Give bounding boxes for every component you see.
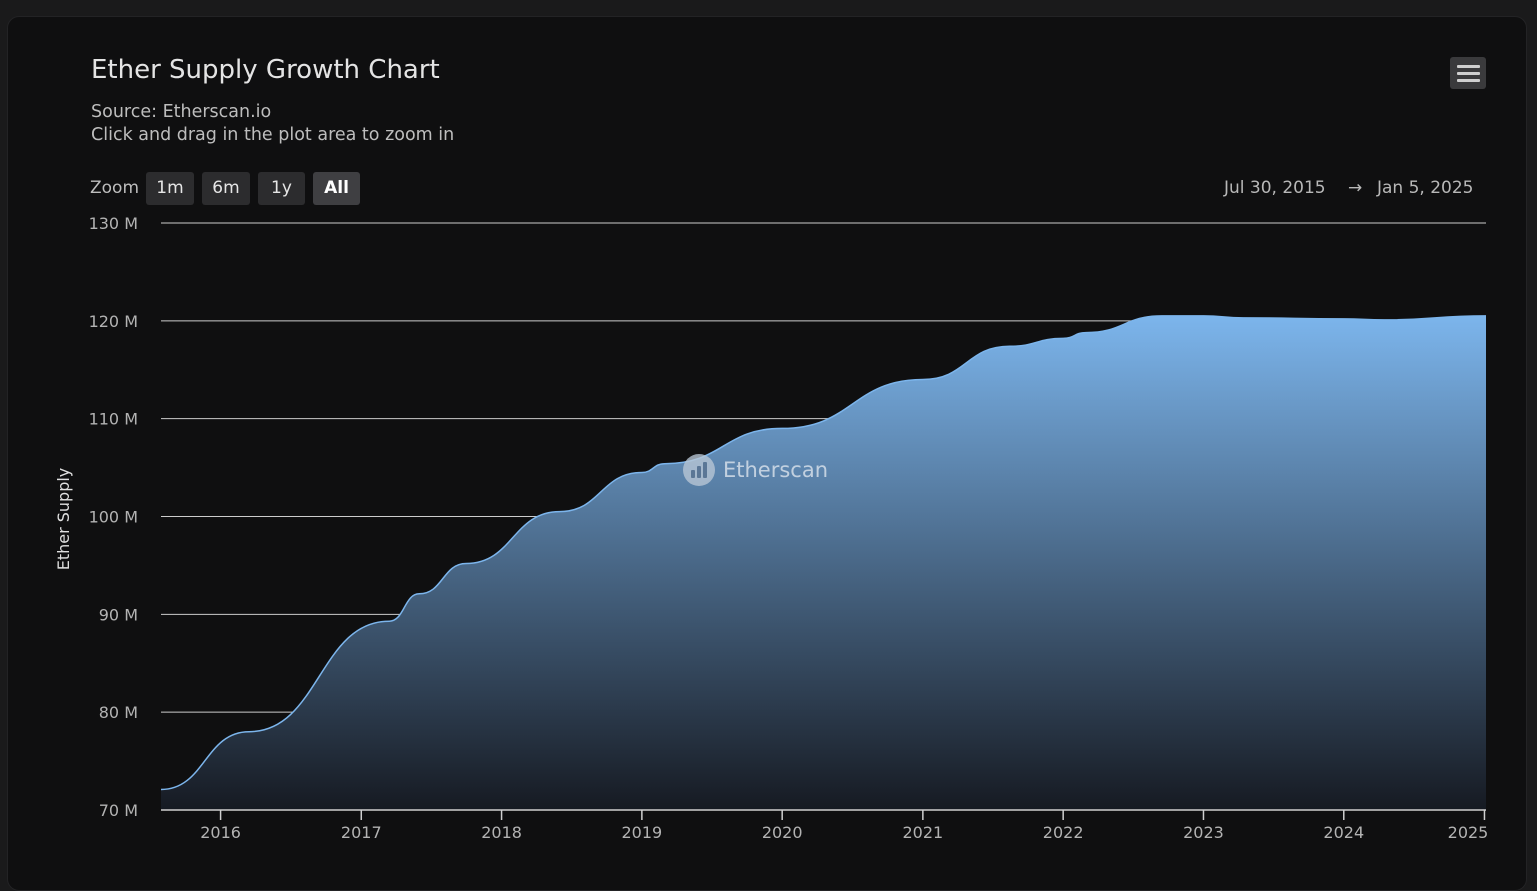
supply-line [160, 315, 1487, 791]
zoom-label: Zoom [90, 178, 140, 198]
x-tick-label: 2023 [1183, 823, 1224, 842]
x-tick-label: 2019 [622, 823, 663, 842]
y-tick-label: 110 M [89, 410, 138, 429]
etherscan-watermark: Etherscan [683, 453, 828, 487]
x-tick-label: 2025 [1448, 823, 1489, 842]
hamburger-menu-icon[interactable] [1450, 57, 1486, 89]
chart-title: Ether Supply Growth Chart [91, 55, 440, 85]
x-tick-label: 2020 [762, 823, 803, 842]
zoom-button-6m[interactable]: 6m [202, 172, 250, 205]
chart-panel: Ether Supply Growth Chart Source: Ethers… [7, 16, 1527, 891]
x-tick-label: 2021 [903, 823, 944, 842]
y-tick-label: 80 M [99, 703, 138, 722]
range-to[interactable]: Jan 5, 2025 [1377, 178, 1474, 198]
y-tick-label: 100 M [89, 508, 138, 527]
x-tick-label: 2022 [1043, 823, 1084, 842]
x-tick-label: 2016 [200, 823, 241, 842]
x-tick-label: 2018 [481, 823, 522, 842]
y-tick-label: 70 M [99, 801, 138, 820]
y-tick-label: 90 M [99, 605, 138, 624]
x-tick-label: 2017 [341, 823, 382, 842]
zoom-button-1y[interactable]: 1y [258, 172, 305, 205]
zoom-button-1m[interactable]: 1m [146, 172, 194, 205]
chart-subtitle-hint: Click and drag in the plot area to zoom … [91, 125, 455, 145]
etherscan-logo-icon [683, 454, 715, 486]
watermark-text: Etherscan [723, 458, 829, 482]
range-from[interactable]: Jul 30, 2015 [1224, 178, 1326, 198]
y-tick-label: 130 M [89, 214, 138, 233]
zoom-button-all[interactable]: All [313, 172, 360, 205]
x-tick-label: 2024 [1323, 823, 1364, 842]
range-arrow: → [1348, 178, 1363, 198]
y-axis-title: Ether Supply [54, 468, 73, 571]
supply-area [161, 315, 1486, 810]
y-tick-label: 120 M [89, 312, 138, 331]
chart-subtitle-source: Source: Etherscan.io [91, 102, 272, 122]
